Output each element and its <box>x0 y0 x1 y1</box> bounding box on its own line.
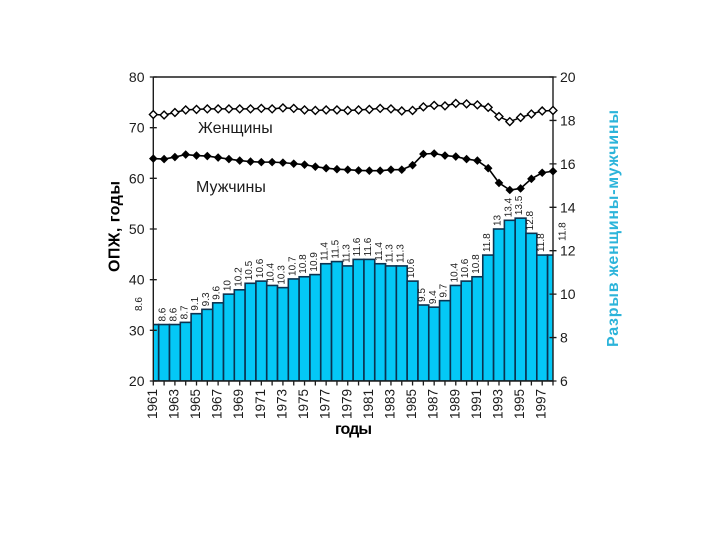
svg-text:11.8: 11.8 <box>482 233 493 252</box>
svg-text:1995: 1995 <box>512 389 527 419</box>
svg-text:13: 13 <box>493 214 504 226</box>
svg-text:10.4: 10.4 <box>266 263 277 283</box>
svg-text:10.6: 10.6 <box>406 258 417 278</box>
svg-text:1971: 1971 <box>253 389 268 419</box>
svg-text:годы: годы <box>335 421 372 438</box>
svg-text:20: 20 <box>560 69 576 85</box>
svg-text:9.7: 9.7 <box>439 283 450 297</box>
svg-text:1979: 1979 <box>339 389 354 419</box>
svg-text:9.4: 9.4 <box>428 290 439 304</box>
svg-text:11.6: 11.6 <box>352 237 363 256</box>
svg-text:1987: 1987 <box>426 389 441 419</box>
svg-text:9.5: 9.5 <box>417 288 428 302</box>
svg-text:8.6: 8.6 <box>169 307 180 321</box>
svg-text:10.7: 10.7 <box>287 256 298 276</box>
svg-text:11.6: 11.6 <box>363 237 374 256</box>
svg-text:8.6: 8.6 <box>134 297 145 311</box>
svg-text:1969: 1969 <box>231 389 246 419</box>
svg-text:1965: 1965 <box>188 389 203 419</box>
svg-text:11.4: 11.4 <box>320 242 331 261</box>
svg-text:12: 12 <box>560 243 576 259</box>
svg-text:40: 40 <box>129 272 145 288</box>
svg-text:12.8: 12.8 <box>525 210 536 230</box>
svg-text:10.3: 10.3 <box>277 265 288 285</box>
svg-text:10: 10 <box>560 286 576 302</box>
svg-text:1963: 1963 <box>166 389 181 419</box>
svg-text:10.8: 10.8 <box>298 254 309 274</box>
svg-text:18: 18 <box>560 112 576 128</box>
svg-text:80: 80 <box>129 69 145 85</box>
svg-text:ОПЖ, годы: ОПЖ, годы <box>107 181 124 272</box>
svg-text:50: 50 <box>129 221 145 237</box>
svg-text:1967: 1967 <box>210 389 225 419</box>
svg-text:11.3: 11.3 <box>395 244 406 263</box>
svg-text:10.5: 10.5 <box>244 260 255 280</box>
svg-text:Разрыв женщины-мужчины: Разрыв женщины-мужчины <box>605 110 622 347</box>
svg-text:10.4: 10.4 <box>449 263 460 283</box>
svg-text:10.6: 10.6 <box>460 258 471 278</box>
svg-text:Женщины: Женщины <box>198 120 273 137</box>
svg-text:11.3: 11.3 <box>341 244 352 263</box>
svg-text:1961: 1961 <box>145 389 160 419</box>
svg-text:20: 20 <box>129 373 145 389</box>
svg-text:1975: 1975 <box>296 389 311 419</box>
svg-text:9.6: 9.6 <box>212 285 223 299</box>
svg-text:Мужчины: Мужчины <box>196 179 266 196</box>
svg-text:11.4: 11.4 <box>374 242 385 261</box>
svg-text:10.6: 10.6 <box>255 258 266 278</box>
svg-text:10: 10 <box>223 280 234 292</box>
svg-text:11.8: 11.8 <box>558 222 569 241</box>
svg-text:1977: 1977 <box>318 389 333 419</box>
svg-text:13.5: 13.5 <box>514 195 525 215</box>
svg-text:70: 70 <box>129 120 145 136</box>
svg-text:1997: 1997 <box>534 389 549 419</box>
svg-text:10.2: 10.2 <box>233 267 244 287</box>
svg-text:14: 14 <box>560 199 576 215</box>
svg-text:8.6: 8.6 <box>158 307 169 321</box>
svg-text:9.1: 9.1 <box>190 296 201 310</box>
svg-text:8: 8 <box>560 330 568 346</box>
svg-text:60: 60 <box>129 170 145 186</box>
svg-text:30: 30 <box>129 322 145 338</box>
svg-text:1983: 1983 <box>382 389 397 419</box>
svg-text:1991: 1991 <box>469 389 484 419</box>
svg-text:11.8: 11.8 <box>536 233 547 252</box>
svg-text:1985: 1985 <box>404 389 419 419</box>
svg-text:6: 6 <box>560 373 568 389</box>
svg-text:11.3: 11.3 <box>385 244 396 263</box>
svg-text:9.3: 9.3 <box>201 292 212 306</box>
svg-text:16: 16 <box>560 156 576 172</box>
svg-text:1981: 1981 <box>361 389 376 419</box>
svg-text:8.7: 8.7 <box>179 305 190 319</box>
svg-text:10.9: 10.9 <box>309 252 320 272</box>
svg-text:1989: 1989 <box>447 389 462 419</box>
svg-text:11.5: 11.5 <box>331 239 342 258</box>
svg-text:1993: 1993 <box>490 389 505 419</box>
svg-text:13.4: 13.4 <box>503 197 514 217</box>
svg-text:10.8: 10.8 <box>471 254 482 274</box>
svg-text:1973: 1973 <box>274 389 289 419</box>
